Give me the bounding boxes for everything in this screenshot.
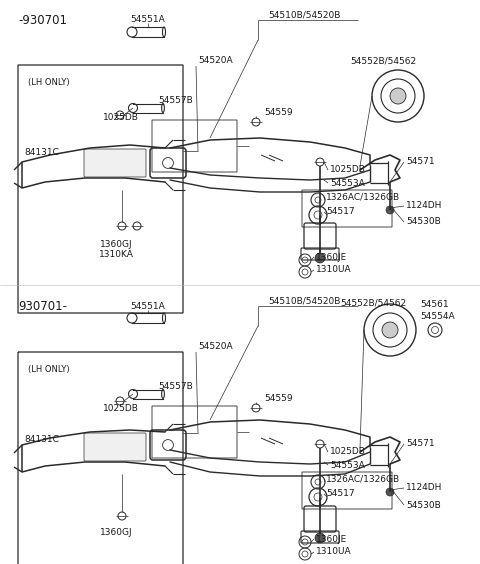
Text: 54517: 54517: [326, 208, 355, 217]
Text: 54559: 54559: [264, 394, 293, 403]
Text: 1360JE: 1360JE: [316, 535, 347, 544]
Text: 1360GJ: 1360GJ: [100, 240, 132, 249]
Circle shape: [390, 88, 406, 104]
Text: 54530B: 54530B: [406, 500, 441, 509]
Text: 54530B: 54530B: [406, 218, 441, 227]
Text: 54571: 54571: [406, 439, 434, 448]
Circle shape: [382, 322, 398, 338]
Text: 54553A: 54553A: [330, 178, 365, 187]
Text: 1360JE: 1360JE: [316, 253, 347, 262]
Text: 54554A: 54554A: [420, 312, 455, 321]
Text: 54551A: 54551A: [131, 302, 166, 311]
Circle shape: [315, 253, 325, 263]
Text: 54510B/54520B: 54510B/54520B: [268, 296, 340, 305]
Text: 84131C: 84131C: [24, 435, 59, 444]
Text: 54553A: 54553A: [330, 460, 365, 469]
Text: 1310UA: 1310UA: [316, 548, 352, 557]
Text: 54517: 54517: [326, 490, 355, 499]
Text: 54520A: 54520A: [198, 56, 233, 65]
Text: 1124DH: 1124DH: [406, 201, 443, 210]
Text: 1310UA: 1310UA: [316, 266, 352, 275]
Text: 54552B/54562: 54552B/54562: [350, 56, 416, 65]
Text: 54520A: 54520A: [198, 342, 233, 351]
Text: 1025DB: 1025DB: [103, 113, 139, 122]
Text: 1360GJ: 1360GJ: [100, 528, 132, 537]
Text: 84131C: 84131C: [24, 148, 59, 157]
Text: 1310KA: 1310KA: [98, 250, 133, 259]
Circle shape: [315, 533, 325, 543]
Text: (LH ONLY): (LH ONLY): [28, 365, 70, 374]
Text: 1124DH: 1124DH: [406, 483, 443, 492]
Text: 54557B: 54557B: [158, 96, 193, 105]
Text: 54552B/54562: 54552B/54562: [340, 298, 406, 307]
Text: 1025DB: 1025DB: [103, 404, 139, 413]
Text: 54561: 54561: [420, 300, 449, 309]
Circle shape: [386, 488, 394, 496]
Text: 54557B: 54557B: [158, 382, 193, 391]
Text: 1025DB: 1025DB: [330, 165, 366, 174]
Text: -930701: -930701: [18, 14, 67, 27]
Text: 1025DB: 1025DB: [330, 447, 366, 456]
Text: 54510B/54520B: 54510B/54520B: [268, 10, 340, 19]
Text: 1326AC/1326GB: 1326AC/1326GB: [326, 474, 400, 483]
Text: 54571: 54571: [406, 157, 434, 166]
FancyBboxPatch shape: [84, 149, 146, 177]
Text: 54559: 54559: [264, 108, 293, 117]
Text: (LH ONLY): (LH ONLY): [28, 78, 70, 87]
Text: 930701-: 930701-: [18, 300, 67, 313]
FancyBboxPatch shape: [84, 433, 146, 461]
Text: 54551A: 54551A: [131, 15, 166, 24]
Circle shape: [386, 206, 394, 214]
Text: 1326AC/1326GB: 1326AC/1326GB: [326, 192, 400, 201]
